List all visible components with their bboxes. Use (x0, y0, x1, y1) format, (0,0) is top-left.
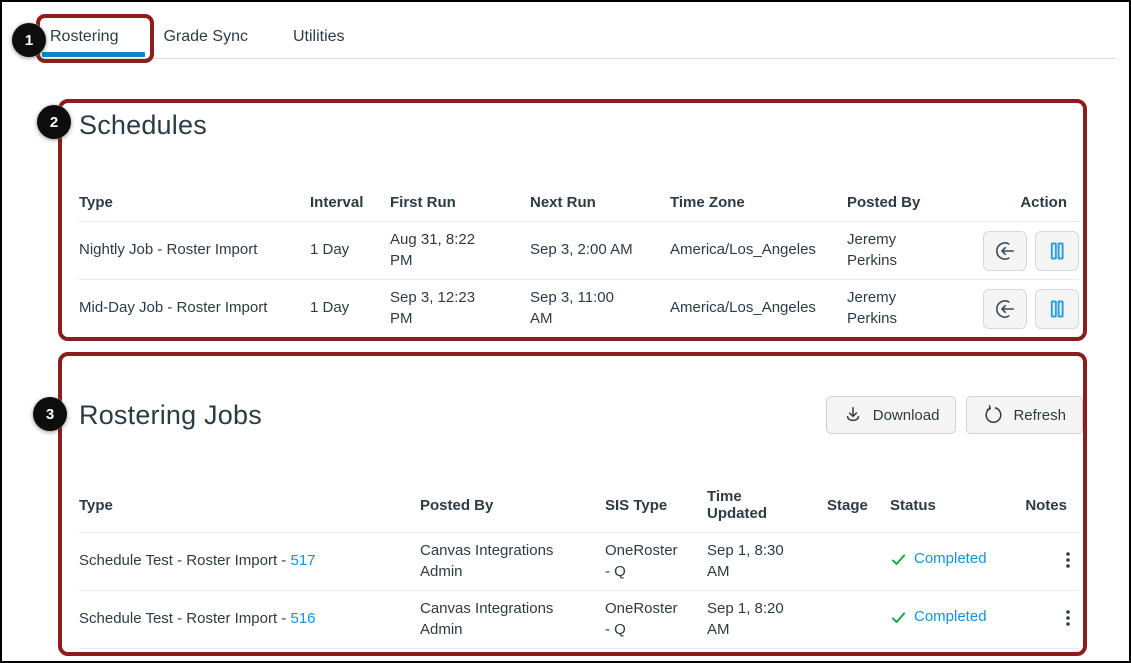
schedules-header-row: Type Interval First Run Next Run Time Zo… (79, 184, 1079, 222)
col-header-interval: Interval (310, 184, 390, 222)
col-header-notes: Notes (1022, 478, 1079, 533)
job-row: Schedule Test - Roster Import - 517 Canv… (79, 532, 1079, 591)
job-status-label: Completed (914, 608, 987, 626)
run-now-icon (996, 241, 1014, 260)
job-posted-by: Canvas Integrations Admin (420, 542, 554, 580)
col-header-first-run: First Run (390, 184, 530, 222)
job-notes-menu-button[interactable] (1057, 604, 1079, 632)
check-icon (891, 554, 906, 565)
job-type-text: Schedule Test - Roster Import - (79, 552, 291, 570)
pause-schedule-button[interactable] (1035, 288, 1079, 329)
refresh-icon (985, 405, 1002, 423)
tab-utilities[interactable]: Utilities (292, 28, 345, 45)
rostering-jobs-title: Rostering Jobs (79, 399, 262, 430)
tab-bar: Rostering Grade Sync Utilities (50, 28, 345, 46)
tab-grade-sync[interactable]: Grade Sync (163, 28, 248, 45)
download-icon (846, 407, 859, 422)
pause-schedule-button[interactable] (1035, 230, 1079, 271)
jobs-header-row: Type Posted By SIS Type Time Updated Sta… (79, 478, 1079, 533)
active-tab-indicator (42, 52, 145, 57)
job-stage (827, 590, 890, 649)
job-status: Completed (890, 549, 987, 569)
schedules-title: Schedules (79, 110, 207, 140)
schedule-posted-by: Jeremy Perkins (847, 231, 898, 269)
download-button-label: Download (872, 406, 940, 424)
schedule-posted-by: Jeremy Perkins (847, 289, 898, 327)
schedule-interval: 1 Day (310, 279, 390, 338)
schedules-section: Schedules Type Interval First Run Next R… (79, 110, 1079, 338)
job-sis-type: OneRoster - Q (605, 600, 678, 638)
jobs-section-header: Rostering Jobs Download Refresh (79, 396, 1083, 434)
jobs-toolbar: Download Refresh (825, 396, 1083, 434)
kebab-icon (1066, 552, 1070, 569)
check-icon (891, 612, 906, 623)
schedule-time-zone: America/Los_Angeles (670, 279, 847, 338)
refresh-button-label: Refresh (1013, 406, 1066, 424)
job-posted-by: Canvas Integrations Admin (420, 600, 554, 638)
schedule-time-zone: America/Los_Angeles (670, 221, 847, 280)
job-id-link[interactable]: 516 (290, 610, 316, 628)
download-button[interactable]: Download (825, 396, 957, 434)
job-id-link[interactable]: 517 (290, 552, 316, 570)
col-header-posted-by: Posted By (420, 478, 605, 533)
col-header-status: Status (890, 478, 1022, 533)
annotation-badge-1: 1 (12, 23, 46, 57)
refresh-button[interactable]: Refresh (966, 396, 1083, 434)
job-status-label: Completed (914, 550, 987, 568)
tab-rostering[interactable]: Rostering (50, 28, 119, 45)
job-status: Completed (890, 607, 987, 627)
schedule-row: Mid-Day Job - Roster Import 1 Day Sep 3,… (79, 279, 1079, 338)
run-now-icon (996, 299, 1014, 318)
schedule-type: Mid-Day Job - Roster Import (79, 299, 268, 317)
job-time-updated: Sep 1, 8:20 AM (707, 600, 784, 638)
col-header-time-zone: Time Zone (670, 184, 847, 222)
col-header-next-run: Next Run (530, 184, 670, 222)
annotation-badge-3: 3 (33, 397, 67, 431)
job-type-text: Schedule Test - Roster Import - (79, 610, 291, 628)
col-header-action: Action (947, 184, 1079, 222)
tabbar-divider (38, 58, 1116, 59)
job-time-updated: Sep 1, 8:30 AM (707, 542, 784, 580)
schedule-first-run: Sep 3, 12:23 PM (390, 289, 476, 327)
col-header-type: Type (79, 184, 310, 222)
pause-icon (1050, 300, 1064, 317)
schedule-first-run: Aug 31, 8:22 PM (390, 231, 476, 269)
col-header-sis-type: SIS Type (605, 478, 707, 533)
rostering-jobs-table: Type Posted By SIS Type Time Updated Sta… (79, 478, 1079, 649)
schedule-interval: 1 Day (310, 221, 390, 280)
kebab-icon (1066, 610, 1070, 627)
annotation-badge-2: 2 (37, 105, 71, 139)
schedules-table: Type Interval First Run Next Run Time Zo… (79, 184, 1079, 338)
schedule-next-run: Sep 3, 2:00 AM (530, 241, 633, 259)
job-row: Schedule Test - Roster Import - 516 Canv… (79, 590, 1079, 649)
run-schedule-button[interactable] (983, 288, 1027, 329)
col-header-posted-by: Posted By (847, 184, 947, 222)
col-header-time-updated: Time Updated (707, 488, 767, 522)
col-header-stage: Stage (827, 478, 890, 533)
col-header-type: Type (79, 478, 420, 533)
schedule-next-run: Sep 3, 11:00 AM (530, 289, 614, 327)
rostering-jobs-section: Rostering Jobs Download Refresh (79, 396, 1083, 649)
run-schedule-button[interactable] (983, 230, 1027, 271)
schedule-type: Nightly Job - Roster Import (79, 241, 258, 259)
job-notes-menu-button[interactable] (1057, 546, 1079, 574)
schedule-row: Nightly Job - Roster Import 1 Day Aug 31… (79, 221, 1079, 280)
pause-icon (1050, 242, 1064, 259)
job-sis-type: OneRoster - Q (605, 542, 678, 580)
job-stage (827, 532, 890, 591)
